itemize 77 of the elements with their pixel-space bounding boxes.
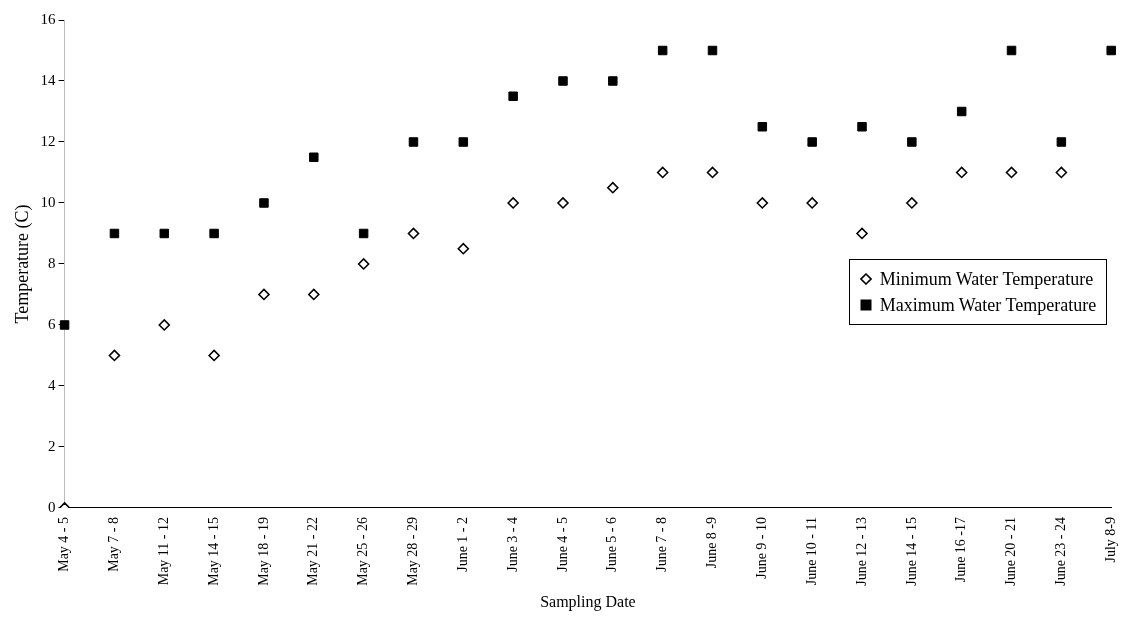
point (208, 349, 220, 362)
point (757, 122, 768, 132)
point (458, 137, 469, 147)
point (608, 76, 618, 86)
x-tick-label: July 8-9 (1102, 516, 1118, 563)
point (1006, 45, 1017, 56)
x-tick-label: June 14 - 15 (903, 516, 919, 586)
x-tick-label: June 12 - 13 (853, 516, 869, 586)
y-axis-title: Temperature (C) (11, 204, 33, 324)
point (259, 198, 269, 208)
x-tick-label: June 8 -9 (704, 516, 720, 569)
point (607, 181, 619, 194)
point (309, 152, 319, 162)
point (657, 45, 668, 56)
point (656, 166, 669, 179)
point (109, 228, 120, 239)
x-tick-label: June 10 - 11 (803, 516, 819, 586)
legend-label: Minimum Water Temperature (879, 268, 1094, 291)
point (358, 228, 369, 239)
x-tick-label: May 25 - 26 (355, 516, 371, 586)
point (158, 319, 171, 331)
point (407, 227, 420, 240)
x-tick-label: June 20 - 21 (1003, 516, 1019, 586)
point (108, 349, 121, 362)
point (706, 166, 719, 179)
point (956, 106, 967, 117)
legend-label: Maximum Water Temperature (879, 294, 1097, 317)
x-tick-label: May 11 - 12 (155, 516, 171, 586)
point (907, 137, 917, 147)
point (258, 288, 270, 301)
point (557, 197, 569, 209)
x-tick-label: June 3 - 4 (504, 516, 520, 572)
point (707, 45, 718, 56)
point (508, 91, 518, 101)
x-tick-label: June 7 - 8 (654, 516, 670, 572)
point (807, 137, 817, 147)
y-tick-label: 0 (48, 498, 56, 515)
point (1005, 166, 1018, 179)
x-tick-label: May 28 - 29 (405, 516, 421, 586)
x-axis-title: Sampling Date (540, 592, 636, 611)
x-tick-label: May 21 - 22 (305, 516, 321, 586)
point (209, 228, 219, 239)
x-tick-label: May 4 - 5 (56, 516, 72, 572)
x-tick-label: May 18 - 19 (255, 516, 271, 586)
y-tick-label: 4 (48, 376, 57, 393)
x-tick-label: May 7 - 8 (106, 516, 122, 572)
point (1106, 45, 1116, 56)
point (1055, 166, 1068, 179)
y-tick-label: 12 (40, 132, 56, 149)
x-tick-label: May 14 - 15 (205, 516, 221, 586)
y-tick-label: 2 (48, 437, 56, 454)
x-tick-label: June 16 -17 (953, 516, 969, 583)
point (857, 122, 867, 132)
x-tick-label: June 23 - 24 (1053, 516, 1069, 586)
x-tick-label: June 9 - 10 (754, 516, 770, 579)
point (159, 228, 170, 239)
point (457, 242, 470, 255)
point (408, 137, 419, 147)
point (955, 166, 968, 179)
x-tick-label: June 4 - 5 (554, 516, 570, 572)
point (756, 197, 769, 209)
y-tick-label: 10 (40, 193, 56, 210)
y-tick-label: 16 (40, 10, 57, 27)
x-tick-label: June 1 - 2 (454, 516, 470, 572)
point (59, 320, 70, 330)
point (507, 197, 519, 209)
x-tick-label: June 5 - 6 (604, 516, 620, 572)
point (558, 76, 568, 86)
point (1056, 137, 1067, 147)
y-tick-label: 6 (48, 315, 57, 332)
point (906, 197, 918, 209)
point (856, 227, 868, 240)
y-tick-label: 8 (48, 254, 56, 271)
point (357, 258, 370, 270)
point (806, 197, 818, 209)
y-tick-label: 14 (40, 71, 57, 88)
point (307, 288, 320, 301)
